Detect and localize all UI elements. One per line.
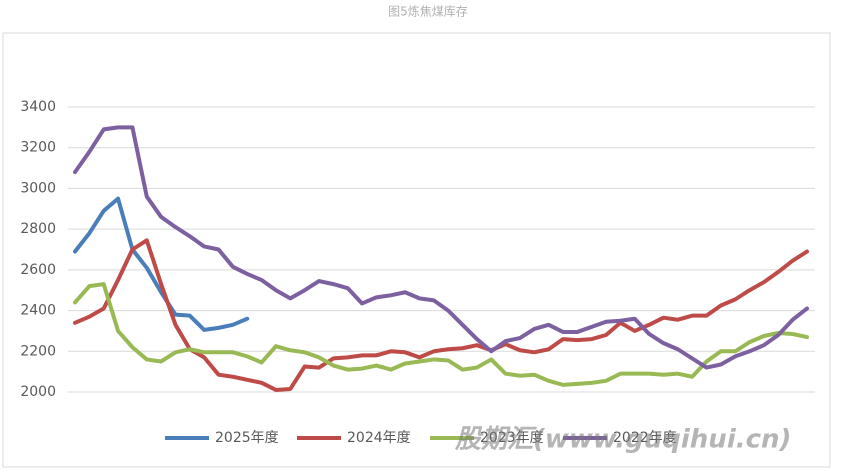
series-line <box>73 125 809 370</box>
series-line <box>73 238 809 392</box>
chart-title: 图5炼焦煤库存 <box>388 4 468 19</box>
legend-label: 2023年度 <box>480 430 544 446</box>
y-tick-label: 3400 <box>20 99 56 115</box>
y-tick-label: 3000 <box>20 180 56 196</box>
y-tick-label: 3200 <box>20 140 56 156</box>
legend-label: 2024年度 <box>347 430 411 446</box>
y-tick-label: 2000 <box>20 384 56 400</box>
plot-frame <box>2 32 831 468</box>
legend-label: 2025年度 <box>215 430 279 446</box>
legend-label: 2022年度 <box>613 430 677 446</box>
series-line <box>73 282 809 387</box>
y-tick-label: 2800 <box>20 221 56 237</box>
y-tick-label: 2600 <box>20 262 56 278</box>
series-line <box>73 196 250 332</box>
y-tick-label: 2200 <box>20 343 56 359</box>
watermark: 股期汇(www.guqihui.cn) <box>454 425 791 455</box>
y-tick-label: 2400 <box>20 303 56 319</box>
